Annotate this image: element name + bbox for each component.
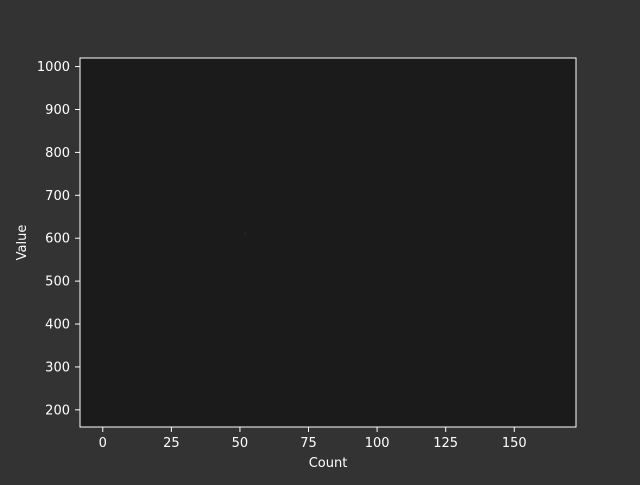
x-tick-label: 150 [502, 436, 527, 451]
y-tick-label: 1000 [37, 60, 70, 75]
plot-frame [79, 57, 577, 428]
x-tick-label: 75 [300, 436, 317, 451]
data-point [243, 231, 248, 236]
x-tick-label: 25 [163, 436, 180, 451]
y-tick-label: 300 [45, 360, 70, 375]
plot-area [80, 58, 576, 427]
y-tick-label: 600 [45, 232, 70, 247]
y-tick-label: 700 [45, 189, 70, 204]
y-tick-label: 200 [45, 403, 70, 418]
y-tick-label: 900 [45, 103, 70, 118]
x-tick-label: 0 [99, 436, 107, 451]
x-tick-label: 100 [365, 436, 390, 451]
data-points-layer [243, 231, 248, 236]
x-axis-label: Count [309, 456, 348, 471]
y-tick-label: 400 [45, 318, 70, 333]
y-axis-ticks: 200 300 400 500 600 700 800 900 1000 [37, 60, 80, 418]
y-tick-label: 500 [45, 275, 70, 290]
y-axis-label: Value [15, 225, 30, 261]
x-tick-label: 125 [433, 436, 458, 451]
x-axis-ticks: 0 25 50 75 100 125 150 [99, 427, 527, 451]
y-tick-label: 800 [45, 146, 70, 161]
x-tick-label: 50 [232, 436, 249, 451]
